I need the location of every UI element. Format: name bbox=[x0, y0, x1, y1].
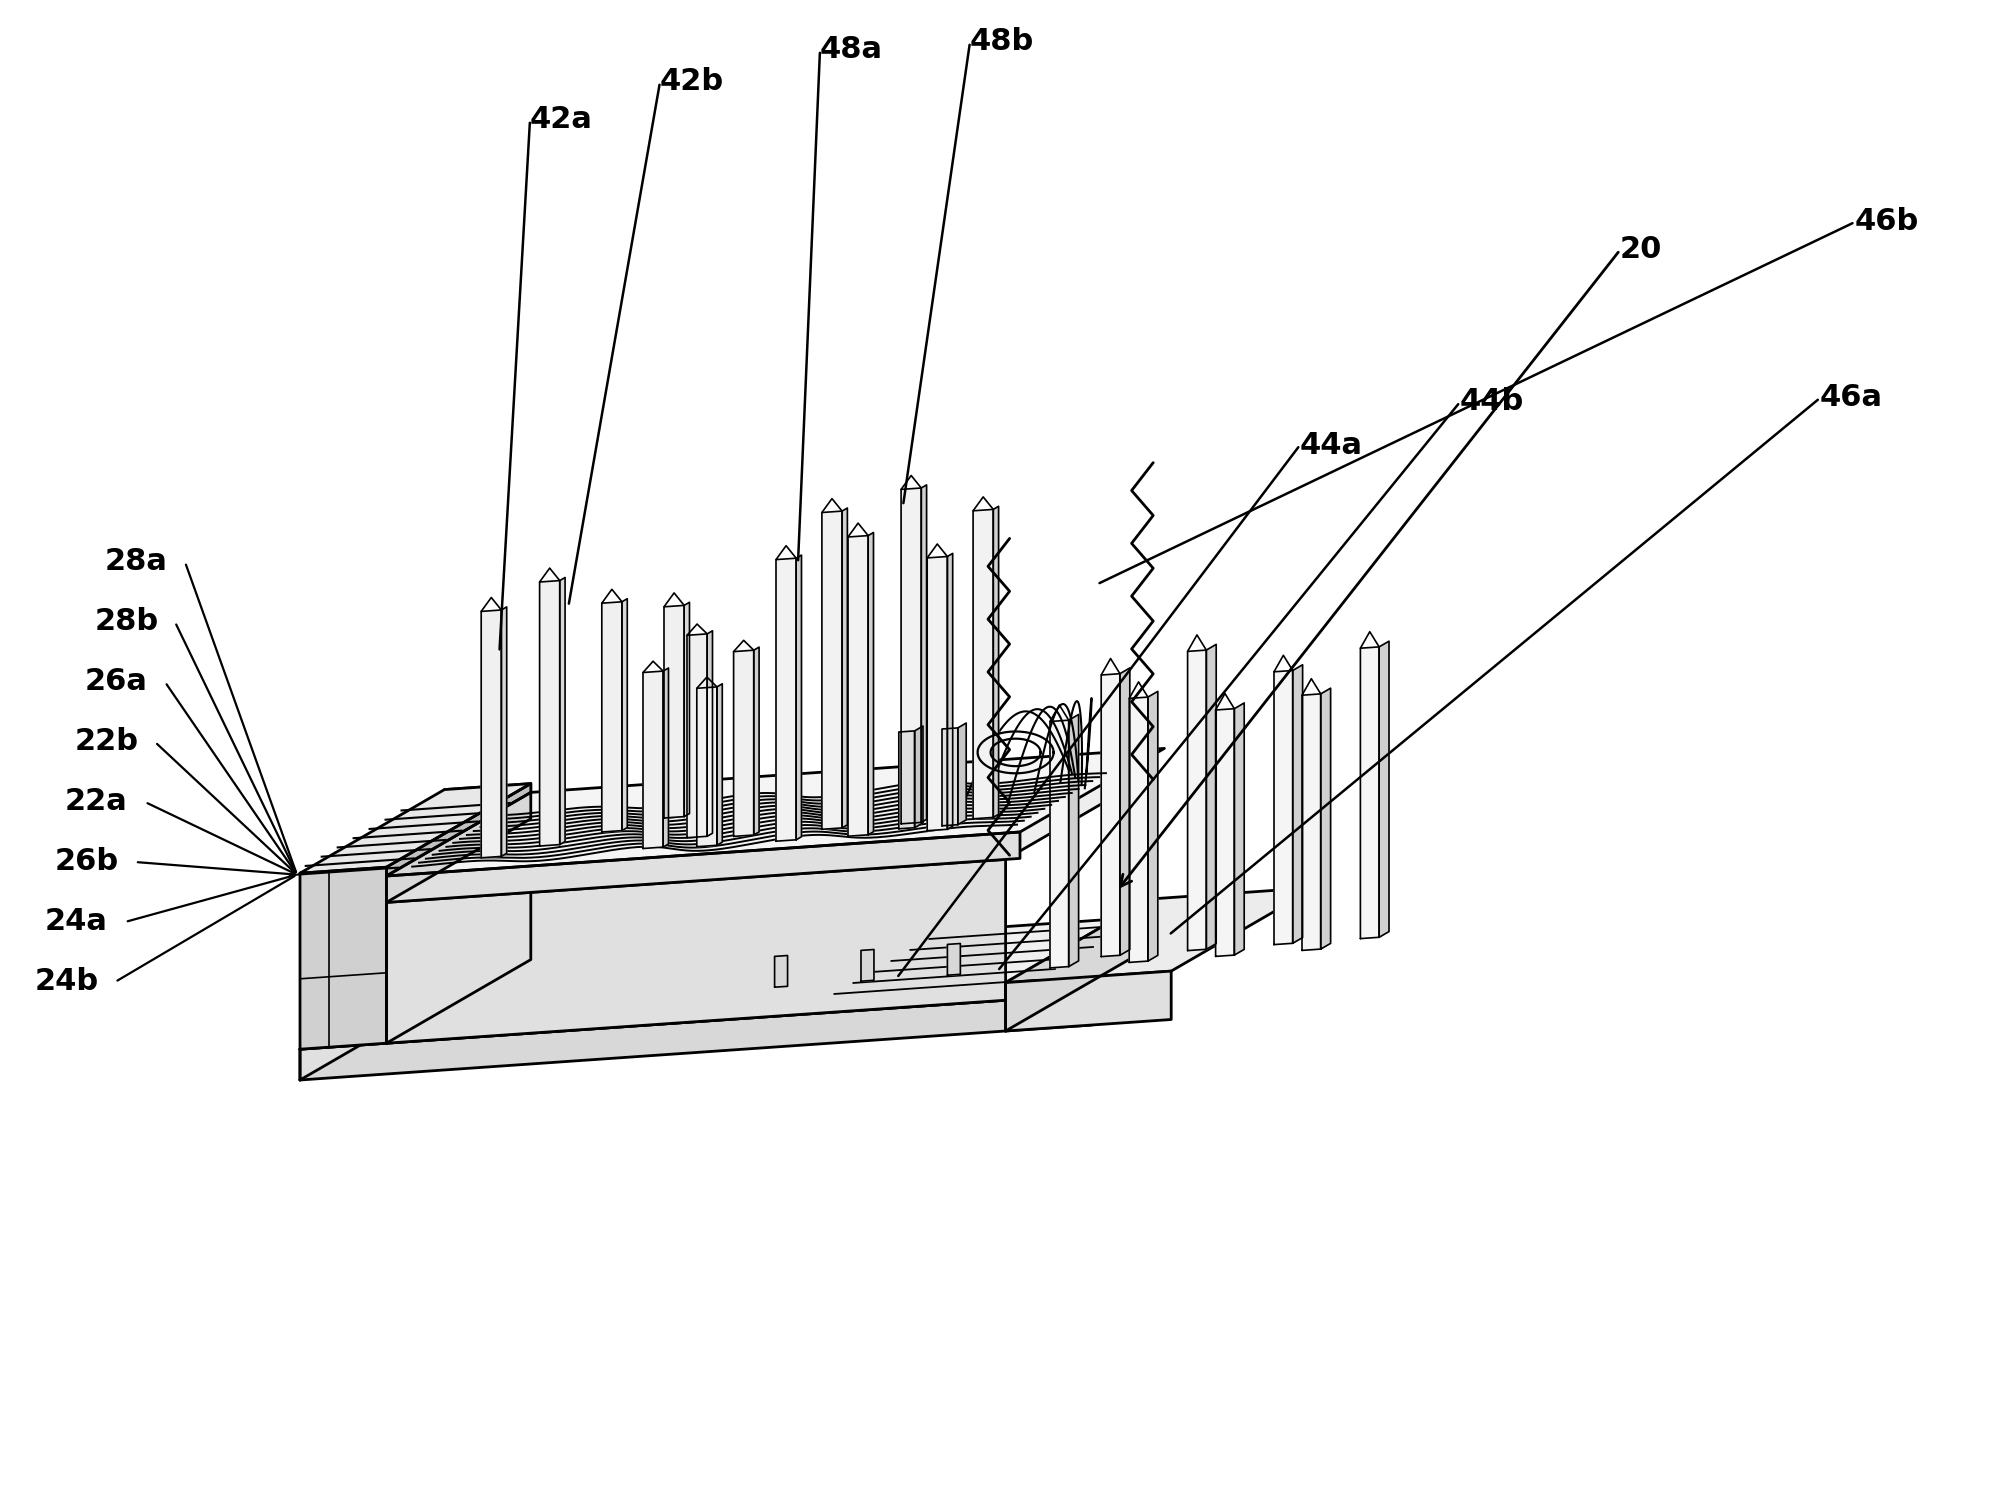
Polygon shape bbox=[1130, 698, 1148, 963]
Polygon shape bbox=[386, 776, 1150, 903]
Polygon shape bbox=[386, 792, 531, 903]
Polygon shape bbox=[1379, 640, 1389, 938]
Polygon shape bbox=[959, 723, 967, 825]
Polygon shape bbox=[299, 910, 1236, 1048]
Polygon shape bbox=[1234, 704, 1244, 956]
Polygon shape bbox=[947, 944, 961, 975]
Polygon shape bbox=[299, 783, 531, 873]
Polygon shape bbox=[299, 994, 1091, 1080]
Polygon shape bbox=[697, 687, 718, 846]
Polygon shape bbox=[774, 956, 788, 987]
Text: 44b: 44b bbox=[1459, 387, 1524, 417]
Polygon shape bbox=[927, 556, 947, 831]
Text: 48a: 48a bbox=[820, 36, 882, 64]
Text: 44a: 44a bbox=[1300, 430, 1363, 459]
Polygon shape bbox=[915, 726, 923, 828]
Polygon shape bbox=[1274, 670, 1292, 945]
Polygon shape bbox=[973, 510, 993, 819]
Text: 42b: 42b bbox=[659, 68, 724, 96]
Polygon shape bbox=[299, 867, 386, 1048]
Polygon shape bbox=[921, 484, 927, 822]
Polygon shape bbox=[621, 598, 627, 831]
Polygon shape bbox=[559, 578, 565, 844]
Polygon shape bbox=[860, 950, 874, 981]
Polygon shape bbox=[1302, 694, 1321, 951]
Polygon shape bbox=[1292, 664, 1302, 944]
Polygon shape bbox=[796, 555, 802, 840]
Polygon shape bbox=[1321, 688, 1331, 950]
Polygon shape bbox=[539, 580, 559, 846]
Polygon shape bbox=[822, 512, 842, 830]
Text: 24a: 24a bbox=[44, 908, 109, 936]
Polygon shape bbox=[643, 670, 663, 849]
Polygon shape bbox=[754, 646, 760, 836]
Polygon shape bbox=[663, 668, 669, 847]
Polygon shape bbox=[1216, 708, 1234, 957]
Polygon shape bbox=[386, 833, 1019, 903]
Text: 22b: 22b bbox=[74, 728, 139, 756]
Polygon shape bbox=[687, 634, 708, 837]
Polygon shape bbox=[601, 602, 621, 832]
Text: 46a: 46a bbox=[1819, 384, 1883, 412]
Polygon shape bbox=[1069, 714, 1079, 966]
Polygon shape bbox=[868, 532, 874, 836]
Polygon shape bbox=[842, 509, 848, 828]
Polygon shape bbox=[943, 728, 959, 827]
Text: 20: 20 bbox=[1620, 236, 1662, 264]
Polygon shape bbox=[500, 608, 507, 856]
Polygon shape bbox=[386, 783, 531, 1042]
Text: 22a: 22a bbox=[64, 788, 129, 816]
Polygon shape bbox=[993, 507, 999, 818]
Polygon shape bbox=[776, 558, 796, 842]
Polygon shape bbox=[1005, 970, 1172, 1030]
Polygon shape bbox=[1206, 645, 1216, 950]
Text: 42a: 42a bbox=[531, 105, 593, 135]
Text: 48b: 48b bbox=[971, 27, 1035, 57]
Polygon shape bbox=[1148, 692, 1158, 962]
Text: 46b: 46b bbox=[1855, 207, 1920, 237]
Polygon shape bbox=[947, 554, 953, 830]
Polygon shape bbox=[386, 859, 1005, 1042]
Text: 26b: 26b bbox=[54, 847, 119, 876]
Text: 28a: 28a bbox=[105, 548, 169, 576]
Text: 26a: 26a bbox=[84, 668, 149, 696]
Text: 28b: 28b bbox=[94, 608, 159, 636]
Polygon shape bbox=[718, 684, 722, 846]
Polygon shape bbox=[1049, 720, 1069, 968]
Polygon shape bbox=[663, 606, 683, 818]
Polygon shape bbox=[444, 783, 531, 966]
Polygon shape bbox=[386, 748, 1164, 876]
Polygon shape bbox=[848, 536, 868, 836]
Polygon shape bbox=[683, 603, 689, 816]
Polygon shape bbox=[1361, 646, 1379, 939]
Text: 24b: 24b bbox=[34, 968, 98, 996]
Polygon shape bbox=[480, 610, 500, 858]
Polygon shape bbox=[386, 819, 531, 1042]
Polygon shape bbox=[1188, 650, 1206, 951]
Polygon shape bbox=[1120, 668, 1130, 956]
Polygon shape bbox=[898, 730, 915, 830]
Polygon shape bbox=[1101, 674, 1120, 957]
Polygon shape bbox=[1005, 898, 1150, 1030]
Polygon shape bbox=[299, 966, 444, 1080]
Polygon shape bbox=[734, 650, 754, 837]
Polygon shape bbox=[708, 632, 712, 837]
Polygon shape bbox=[1005, 888, 1317, 983]
Polygon shape bbox=[900, 488, 921, 824]
